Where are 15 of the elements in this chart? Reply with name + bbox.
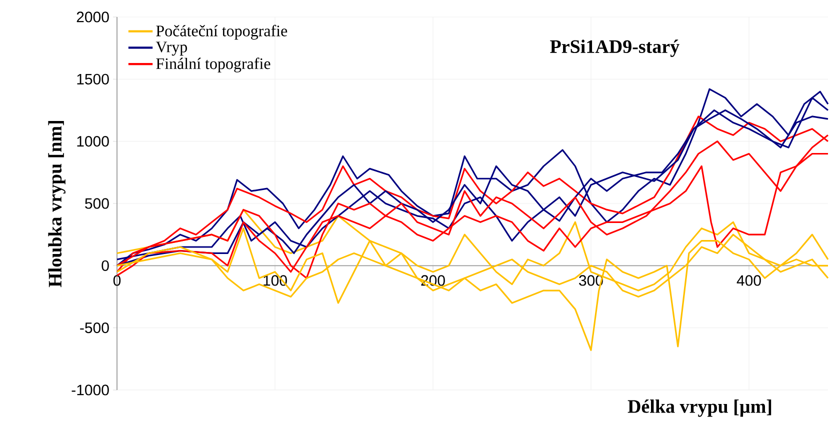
y-tick-label: 1000 — [77, 136, 109, 147]
legend-label: Finální topografie — [156, 58, 270, 72]
x-tick-label: 400 — [736, 275, 761, 286]
y-tick-label: 500 — [85, 198, 109, 209]
legend-label: Vryp — [156, 42, 187, 56]
x-axis-title: Délka vrypu [µm] — [628, 400, 772, 417]
text: PrSi1AD9-starý — [550, 40, 680, 57]
y-tick-label: -500 — [80, 322, 109, 334]
y-axis-title: Hloubka vrypu [nm] — [48, 120, 66, 288]
legend-label: Počáteční topografie — [156, 24, 288, 40]
y-tick-label: 0 — [102, 260, 109, 271]
y-tick-label: 2000 — [76, 12, 109, 22]
y-tick-label: 1500 — [77, 74, 109, 84]
x-tick-label: 0 — [113, 275, 121, 286]
y-tick-label: -1000 — [72, 384, 109, 396]
